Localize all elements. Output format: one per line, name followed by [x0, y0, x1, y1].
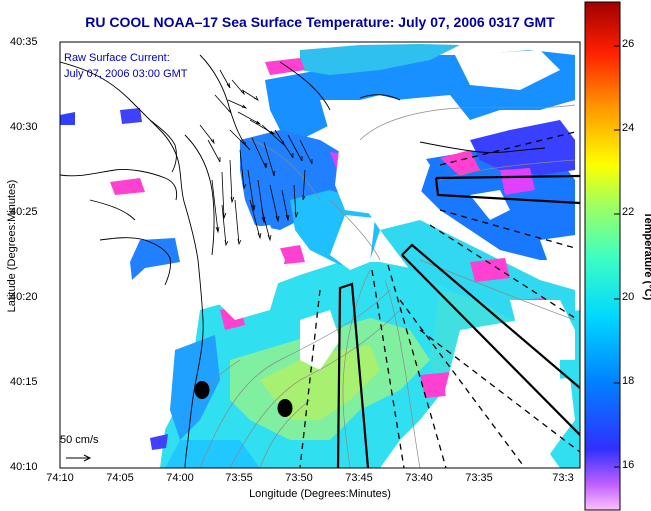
- y-tick-label: 40:10: [10, 461, 38, 473]
- y-tick-label: 40:15: [10, 376, 38, 388]
- annotation-current-time: July 07, 2006 03:00 GMT: [64, 68, 188, 80]
- x-tick-label: 74:10: [46, 472, 74, 484]
- colorbar-tick-label: 22: [622, 206, 635, 218]
- station-marker: [277, 399, 293, 417]
- colorbar-tick-label: 26: [622, 38, 635, 50]
- y-tick-label: 40:30: [10, 121, 38, 133]
- colorbar-tick-label: 24: [622, 122, 635, 134]
- colorbar-tick-label: 16: [622, 459, 635, 471]
- x-axis-label: Longitude (Degrees:Minutes): [249, 488, 391, 500]
- y-tick-label: 40:35: [10, 36, 38, 48]
- scale-label: 50 cm/s: [60, 434, 99, 446]
- y-axis-label: Latitude (Degrees:Minutes): [6, 179, 18, 313]
- x-tick-label: 73:45: [345, 472, 373, 484]
- x-tick-label: 74:00: [166, 472, 194, 484]
- transect-lines: [336, 174, 580, 468]
- x-tick-label: 74:05: [106, 472, 134, 484]
- map-title: RU COOL NOAA–17 Sea Surface Temperature:…: [85, 14, 555, 30]
- x-tick-label: 73:55: [225, 472, 253, 484]
- station-marker: [194, 381, 210, 399]
- x-tick-label: 73:3: [552, 472, 574, 484]
- y-tick-label: 40:25: [10, 206, 38, 218]
- current-vectors: [199, 69, 313, 247]
- scale-arrow: [66, 454, 92, 462]
- colorbar-tick-label: 20: [622, 291, 635, 303]
- x-tick-label: 73:40: [405, 472, 433, 484]
- sst-field: [60, 42, 580, 468]
- colorbar-tick-label: 18: [622, 375, 635, 387]
- y-tick-label: 40:20: [10, 291, 38, 303]
- colorbar-label: Temperature (°C): [642, 211, 651, 301]
- annotation-current-title: Raw Surface Current:: [64, 52, 170, 64]
- colorbar: [584, 1, 621, 511]
- x-tick-label: 73:35: [465, 472, 493, 484]
- x-tick-label: 73:50: [285, 472, 313, 484]
